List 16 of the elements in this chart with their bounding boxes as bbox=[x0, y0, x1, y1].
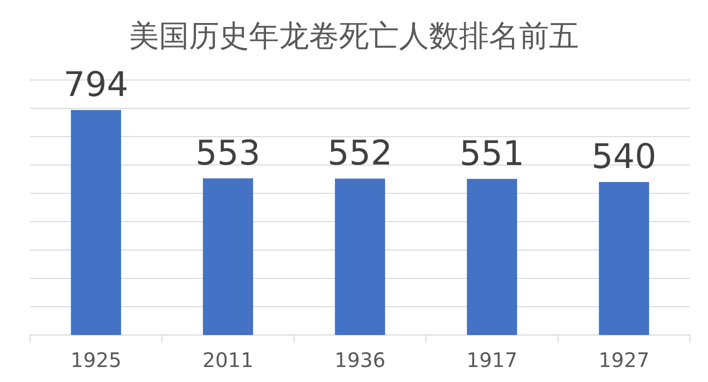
x-tick-label: 1936 bbox=[334, 348, 386, 372]
data-label: 794 bbox=[64, 65, 128, 106]
bar bbox=[466, 178, 518, 335]
data-label: 540 bbox=[592, 137, 656, 177]
data-label: 551 bbox=[460, 134, 524, 174]
bar bbox=[334, 178, 386, 335]
x-tick-label: 1927 bbox=[598, 348, 650, 372]
data-label: 553 bbox=[196, 133, 260, 174]
bar bbox=[70, 110, 122, 335]
x-tick-label: 1917 bbox=[466, 348, 518, 372]
x-tick-label: 1925 bbox=[70, 348, 122, 372]
bar bbox=[202, 178, 254, 335]
chart-title: 美国历史年龙卷死亡人数排名前五 bbox=[129, 19, 579, 54]
data-label: 552 bbox=[328, 134, 392, 174]
bar bbox=[598, 182, 650, 335]
x-tick-label: 2011 bbox=[202, 348, 254, 372]
